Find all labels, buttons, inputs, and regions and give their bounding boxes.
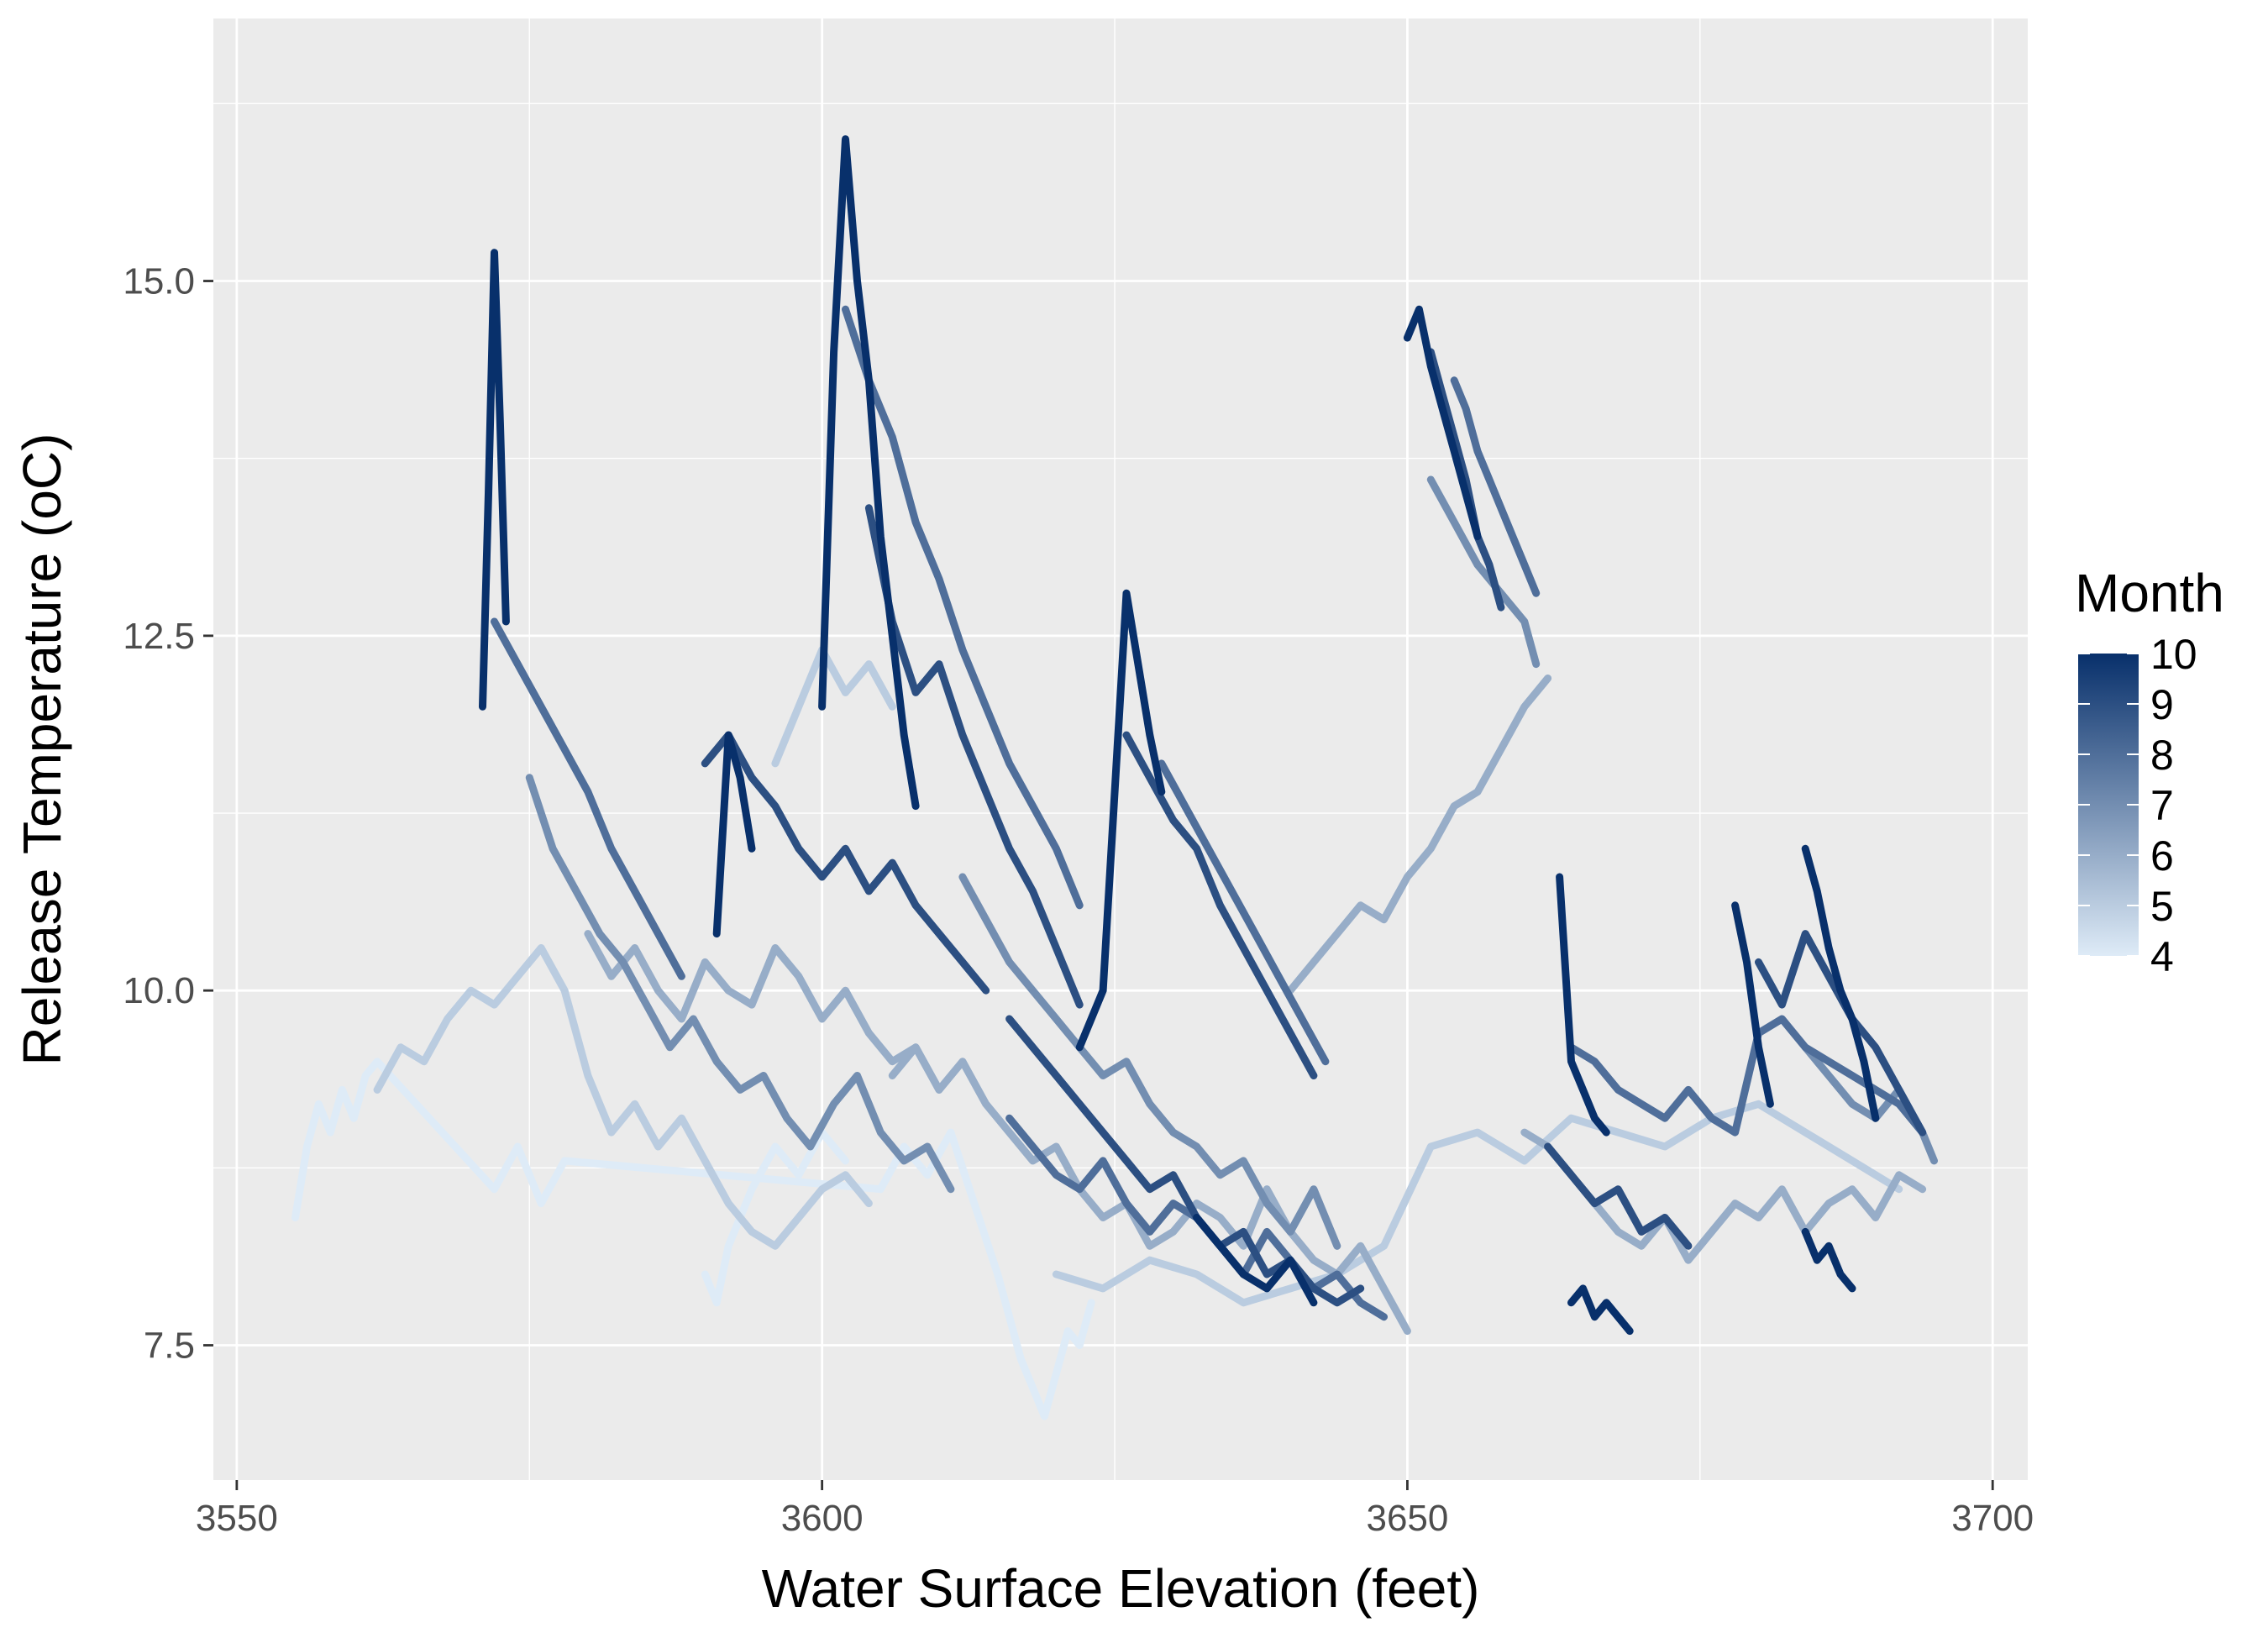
series-line-month-10 — [479, 249, 510, 711]
legend-label: 7 — [2150, 782, 2174, 829]
series-line-month-8 — [491, 617, 685, 980]
series-line-month-10 — [1567, 1284, 1634, 1336]
series-line-month-6 — [888, 1043, 1411, 1336]
series-line-month-10 — [1731, 901, 1774, 1108]
series-line-month-8 — [1158, 759, 1330, 1066]
y-axis-title: Release Temperature (oC) — [12, 433, 72, 1066]
series-line-month-5 — [771, 646, 896, 768]
series-layer — [291, 135, 1938, 1420]
series-line-month-10 — [818, 135, 920, 811]
x-axis-ticks: 3550 3600 3650 3700 — [196, 1480, 2034, 1539]
legend-label: 10 — [2150, 631, 2197, 678]
series-line-month-7 — [525, 774, 955, 1194]
series-line-month-7 — [1426, 475, 1541, 669]
x-tick-label: 3650 — [1366, 1498, 1448, 1539]
legend-label: 5 — [2150, 883, 2174, 930]
series-line-month-10 — [1193, 1214, 1318, 1307]
series-line-month-8 — [1567, 1015, 1927, 1137]
x-tick-label: 3600 — [781, 1498, 864, 1539]
series-line-month-10 — [1801, 844, 1880, 1122]
y-tick-label: 15.0 — [123, 261, 195, 302]
series-line-month-9 — [1544, 1142, 1693, 1250]
series-line-month-10 — [1403, 305, 1482, 541]
legend-label: 8 — [2150, 732, 2174, 779]
y-axis-ticks: 7.5 10.0 12.5 15.0 — [123, 261, 213, 1367]
x-tick-label: 3700 — [1951, 1498, 2034, 1539]
series-line-month-4 — [291, 1058, 1095, 1420]
x-tick-label: 3550 — [196, 1498, 278, 1539]
legend-label: 9 — [2150, 681, 2174, 728]
series-line-month-6 — [584, 930, 943, 1094]
series-line-month-10 — [1801, 1227, 1856, 1293]
y-tick-label: 12.5 — [123, 616, 195, 657]
series-line-month-10 — [712, 731, 756, 938]
series-line-month-9 — [864, 504, 1084, 1009]
series-line-month-10 — [1556, 873, 1610, 1137]
x-axis-title: Water Surface Elevation (feet) — [762, 1558, 1480, 1619]
legend-title: Month — [2075, 563, 2224, 623]
series-line-month-9 — [1122, 731, 1318, 1079]
series-line-month-8 — [842, 305, 1084, 910]
series-line-month-5 — [373, 944, 873, 1250]
y-tick-label: 10.0 — [123, 970, 195, 1011]
series-line-month-10 — [1075, 589, 1166, 1052]
series-line-month-8 — [1450, 376, 1541, 597]
series-line-month-9 — [701, 731, 990, 995]
legend-label: 6 — [2150, 832, 2174, 879]
series-line-month-7 — [958, 873, 1341, 1250]
series-line-month-6 — [1286, 675, 1552, 995]
legend-label: 4 — [2150, 933, 2174, 980]
y-tick-label: 7.5 — [144, 1326, 195, 1367]
series-line-month-5 — [1052, 1100, 1903, 1307]
